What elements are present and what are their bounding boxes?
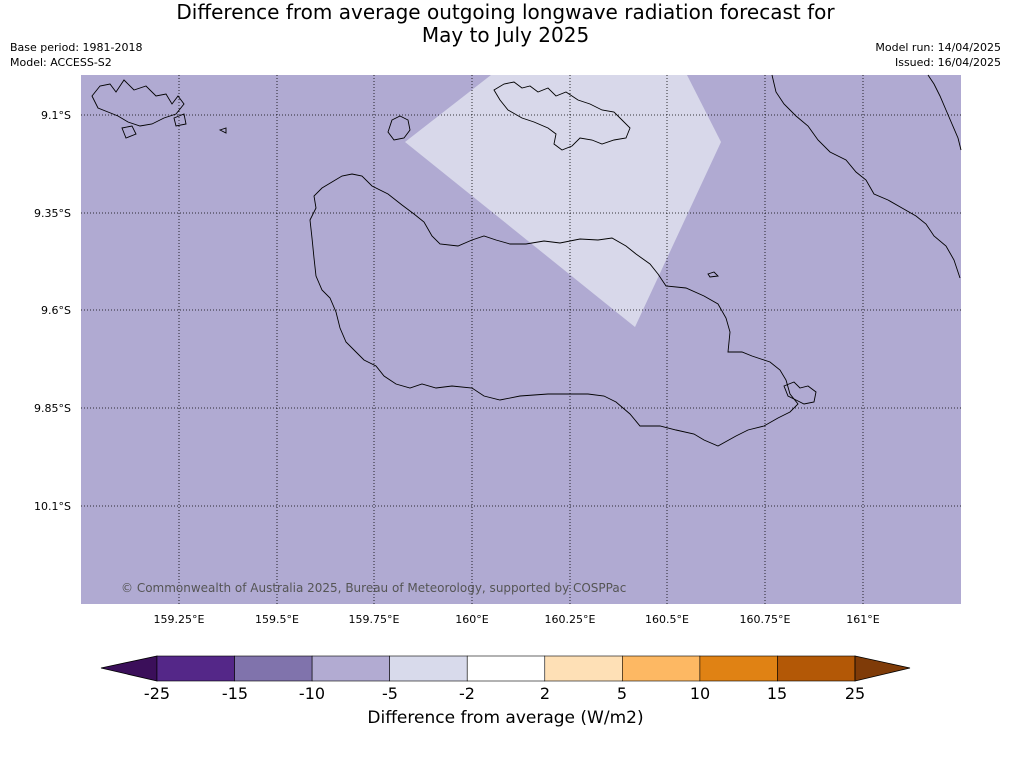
model-name: Model: ACCESS-S2 bbox=[10, 56, 112, 69]
meta-left: Base period: 1981-2018 Model: ACCESS-S2 bbox=[10, 40, 142, 70]
coastline-savo bbox=[387, 115, 411, 141]
colorbar-tick: -10 bbox=[299, 684, 325, 703]
chart-title-line-2: May to July 2025 bbox=[421, 23, 590, 47]
colorbar-over-arrow bbox=[854, 655, 911, 682]
issued-date: Issued: 16/04/2025 bbox=[894, 56, 1001, 69]
lon-label: 160.5°E bbox=[645, 613, 689, 626]
coastline-islet-east bbox=[783, 381, 817, 405]
colorbar-segment bbox=[699, 655, 778, 682]
map-area: © Commonwealth of Australia 2025, Bureau… bbox=[81, 74, 962, 604]
colorbar-tick: -15 bbox=[222, 684, 248, 703]
chart-title-line-1: Difference from average outgoing longwav… bbox=[176, 0, 835, 24]
meta-right: Model run: 14/04/2025 Issued: 16/04/2025 bbox=[875, 40, 1001, 70]
coastline-malaita-north bbox=[927, 74, 962, 151]
colorbar-ticks: -25 -15 -10 -5 -2 2 5 10 15 25 bbox=[144, 684, 865, 703]
coastline-malaita bbox=[771, 74, 961, 279]
colorbar-segment bbox=[234, 655, 313, 682]
lon-label: 159.25°E bbox=[154, 613, 205, 626]
colorbar-under-arrow bbox=[100, 655, 158, 682]
colorbar-tick: 15 bbox=[767, 684, 787, 703]
lon-label: 160.75°E bbox=[740, 613, 791, 626]
lon-label: 159.75°E bbox=[349, 613, 400, 626]
lon-label: 161°E bbox=[846, 613, 879, 626]
colorbar-segment bbox=[389, 655, 468, 682]
coastline-russell-islands bbox=[91, 79, 185, 127]
colorbar-tick: 5 bbox=[617, 684, 627, 703]
coastline-islet-nw1 bbox=[121, 125, 137, 139]
colorbar-segment bbox=[311, 655, 390, 682]
colorbar-tick: 25 bbox=[845, 684, 865, 703]
copyright-text: © Commonwealth of Australia 2025, Bureau… bbox=[121, 581, 626, 595]
colorbar-segment bbox=[622, 655, 701, 682]
colorbar-segment bbox=[777, 655, 856, 682]
lat-label: 9.85°S bbox=[34, 402, 71, 415]
lat-label: 9.1°S bbox=[41, 109, 71, 122]
lat-label: 9.6°S bbox=[41, 304, 71, 317]
coastline-nggela bbox=[493, 81, 631, 151]
colorbar-segments bbox=[156, 655, 856, 682]
longitude-labels: 159.25°E 159.5°E 159.75°E 160°E 160.25°E… bbox=[154, 613, 880, 626]
colorbar-tick: -5 bbox=[382, 684, 398, 703]
graticule bbox=[81, 75, 961, 604]
base-period: Base period: 1981-2018 bbox=[10, 41, 143, 54]
colorbar-segment bbox=[466, 655, 546, 682]
colorbar-segment bbox=[544, 655, 623, 682]
colorbar-segment bbox=[156, 655, 235, 682]
colorbar-tick: 10 bbox=[690, 684, 710, 703]
lat-label: 9.35°S bbox=[34, 207, 71, 220]
lon-label: 160°E bbox=[455, 613, 488, 626]
latitude-labels: 9.1°S 9.35°S 9.6°S 9.85°S 10.1°S bbox=[34, 109, 71, 513]
coastline-islet-nw3 bbox=[218, 127, 227, 134]
coastline-guadalcanal bbox=[309, 173, 799, 447]
colorbar-tick: -2 bbox=[459, 684, 475, 703]
colorbar: -25 -15 -10 -5 -2 2 5 10 15 25 bbox=[100, 655, 911, 703]
colorbar-tick: -25 bbox=[144, 684, 170, 703]
lon-label: 160.25°E bbox=[545, 613, 596, 626]
lat-label: 10.1°S bbox=[34, 500, 71, 513]
coastline-islet-mid bbox=[707, 271, 719, 278]
lon-label: 159.5°E bbox=[255, 613, 299, 626]
coastlines bbox=[91, 74, 962, 447]
model-run: Model run: 14/04/2025 bbox=[875, 41, 1001, 54]
colorbar-label: Difference from average (W/m2) bbox=[367, 708, 644, 728]
colorbar-tick: 2 bbox=[540, 684, 550, 703]
anomaly-patch bbox=[405, 75, 721, 327]
